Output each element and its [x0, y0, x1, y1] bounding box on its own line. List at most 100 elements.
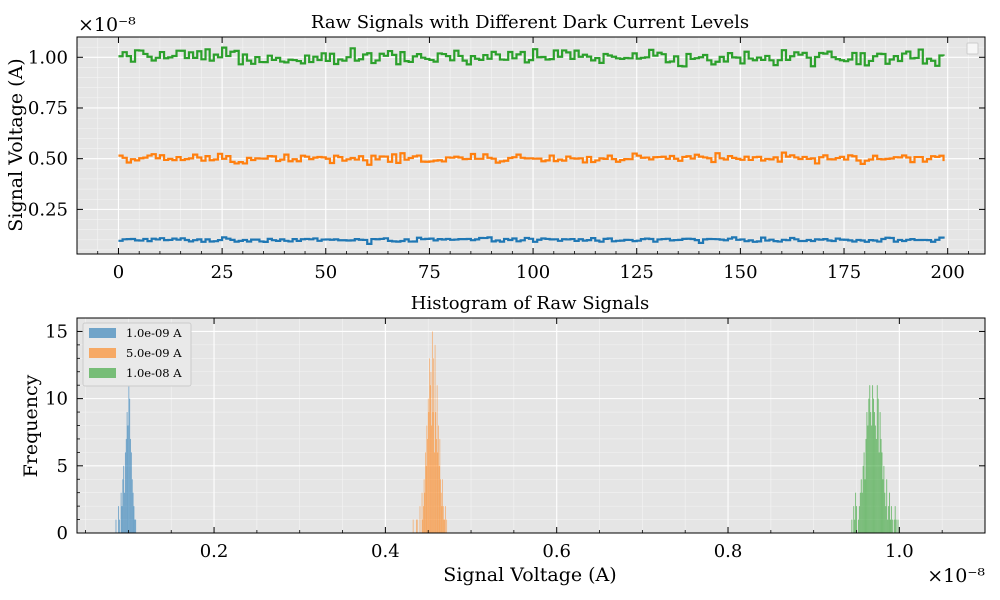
histogram-bar-2 — [446, 519, 448, 533]
histogram-bar-3 — [893, 519, 895, 533]
histogram-bar-2 — [437, 452, 439, 533]
histogram-bar-2 — [444, 519, 445, 533]
histogram-bar-3 — [865, 438, 867, 533]
bottom-y-tick-label: 10 — [45, 389, 68, 410]
histogram-bar-1 — [123, 465, 125, 533]
histogram-bar-1 — [130, 452, 132, 533]
bottom-legend: 1.0e-09 A 5.0e-09 A 1.0e-08 A — [82, 322, 192, 387]
legend-label-1: 1.0e-09 A — [126, 326, 182, 340]
histogram-bar-2 — [439, 438, 441, 533]
histogram-bar-2 — [427, 398, 429, 533]
top-x-tick-label: 75 — [418, 262, 441, 283]
legend-swatch-3 — [89, 368, 116, 378]
histogram-bar-3 — [853, 506, 855, 533]
top-empty-legend — [966, 42, 979, 55]
histogram-bar-3 — [862, 465, 864, 533]
top-y-tick-label: 0.25 — [28, 199, 68, 220]
histogram-bar-1 — [125, 438, 127, 533]
histogram-bar-1 — [115, 519, 117, 533]
bottom-axis-ticks: 0.2 0.4 0.6 0.8 1.0 0 5 10 15 — [45, 318, 985, 562]
histogram-bar-2 — [438, 425, 439, 533]
histogram-bar-2 — [442, 479, 443, 533]
histogram-bar-3 — [874, 425, 876, 533]
histogram-bar-1 — [124, 492, 125, 533]
histogram-bar-3 — [860, 479, 862, 533]
histogram-bar-2 — [423, 479, 425, 533]
histogram-bar-3 — [894, 506, 896, 533]
histogram-bar-1 — [124, 452, 126, 533]
bottom-series-group — [115, 331, 899, 533]
histogram-bar-3 — [886, 479, 888, 533]
histogram-bar-2 — [421, 492, 423, 533]
histogram-bar-1 — [122, 479, 124, 533]
histogram-bar-1 — [118, 506, 119, 533]
histogram-bar-1 — [120, 492, 122, 533]
legend-swatch-1 — [89, 328, 116, 338]
histogram-bar-2 — [422, 519, 424, 533]
histogram-bar-3 — [890, 506, 892, 533]
histogram-bar-1 — [129, 398, 131, 533]
top-x-tick-label: 0 — [113, 262, 124, 283]
bottom-x-tick-label: 0.8 — [714, 541, 743, 562]
bottom-y-tick-label: 15 — [45, 321, 68, 342]
histogram-bar-3 — [868, 398, 870, 533]
histogram-bar-2 — [436, 385, 438, 533]
histogram-bar-2 — [432, 412, 434, 533]
histogram-bar-1 — [132, 492, 134, 533]
histogram-bar-3 — [876, 385, 878, 533]
histogram-bar-2 — [412, 519, 414, 533]
legend-swatch-2 — [89, 348, 116, 358]
histogram-bar-3 — [870, 412, 872, 533]
histogram-bar-2 — [440, 492, 442, 533]
bottom-x-tick-label: 0.6 — [542, 541, 571, 562]
histogram-bar-3 — [873, 412, 875, 533]
histogram-bar-3 — [863, 452, 865, 533]
bottom-y-tick-label: 5 — [57, 456, 68, 477]
top-x-tick-label: 150 — [723, 262, 757, 283]
histogram-bar-2 — [416, 519, 417, 533]
top-y-tick-label: 1.00 — [28, 47, 68, 68]
histogram-bar-3 — [877, 398, 879, 533]
bottom-y-axis-label: Frequency — [20, 374, 42, 477]
histogram-bar-3 — [864, 479, 866, 533]
histogram-bar-2 — [443, 519, 445, 533]
bottom-x-tick-label: 0.4 — [371, 541, 400, 562]
top-x-tick-label: 50 — [314, 262, 337, 283]
histogram-bar-3 — [866, 412, 868, 533]
top-x-tick-label: 200 — [931, 262, 965, 283]
histogram-bar-3 — [855, 492, 857, 533]
top-series-group — [118, 46, 945, 245]
bottom-x-multiplier: ×10⁻⁸ — [927, 565, 985, 587]
histogram-bar-3 — [887, 519, 889, 533]
top-x-tick-label: 175 — [827, 262, 861, 283]
histogram-bar-2 — [430, 371, 432, 533]
histogram-bar-1 — [118, 519, 120, 533]
histogram-bar-3 — [895, 519, 897, 533]
histogram-bar-2 — [425, 465, 427, 533]
histogram-bar-3 — [888, 506, 890, 533]
histogram-bar-2 — [425, 452, 426, 533]
histogram-bar-2 — [429, 358, 430, 533]
top-y-multiplier: ×10⁻⁸ — [78, 14, 136, 36]
bottom-chart-title: Histogram of Raw Signals — [411, 293, 649, 314]
top-x-tick-label: 25 — [211, 262, 234, 283]
histogram-bar-3 — [851, 519, 853, 533]
histogram-bar-3 — [871, 425, 873, 533]
bottom-x-axis-label: Signal Voltage (A) — [443, 564, 616, 586]
histogram-bar-2 — [436, 438, 437, 533]
histogram-bar-2 — [434, 344, 436, 533]
histogram-bar-1 — [127, 425, 129, 533]
histogram-bar-2 — [428, 412, 430, 533]
histogram-bar-2 — [433, 358, 435, 533]
histogram-bar-3 — [884, 492, 886, 533]
histogram-bar-3 — [857, 519, 859, 533]
top-chart-title: Raw Signals with Different Dark Current … — [311, 12, 749, 33]
histogram-bar-3 — [880, 438, 882, 533]
histogram-bar-1 — [134, 519, 136, 533]
histogram-bar-1 — [126, 412, 128, 533]
histogram-bar-2 — [423, 506, 424, 533]
histogram-bar-2 — [435, 412, 437, 533]
histogram-bar-3 — [879, 412, 881, 533]
histogram-bar-3 — [889, 492, 891, 533]
